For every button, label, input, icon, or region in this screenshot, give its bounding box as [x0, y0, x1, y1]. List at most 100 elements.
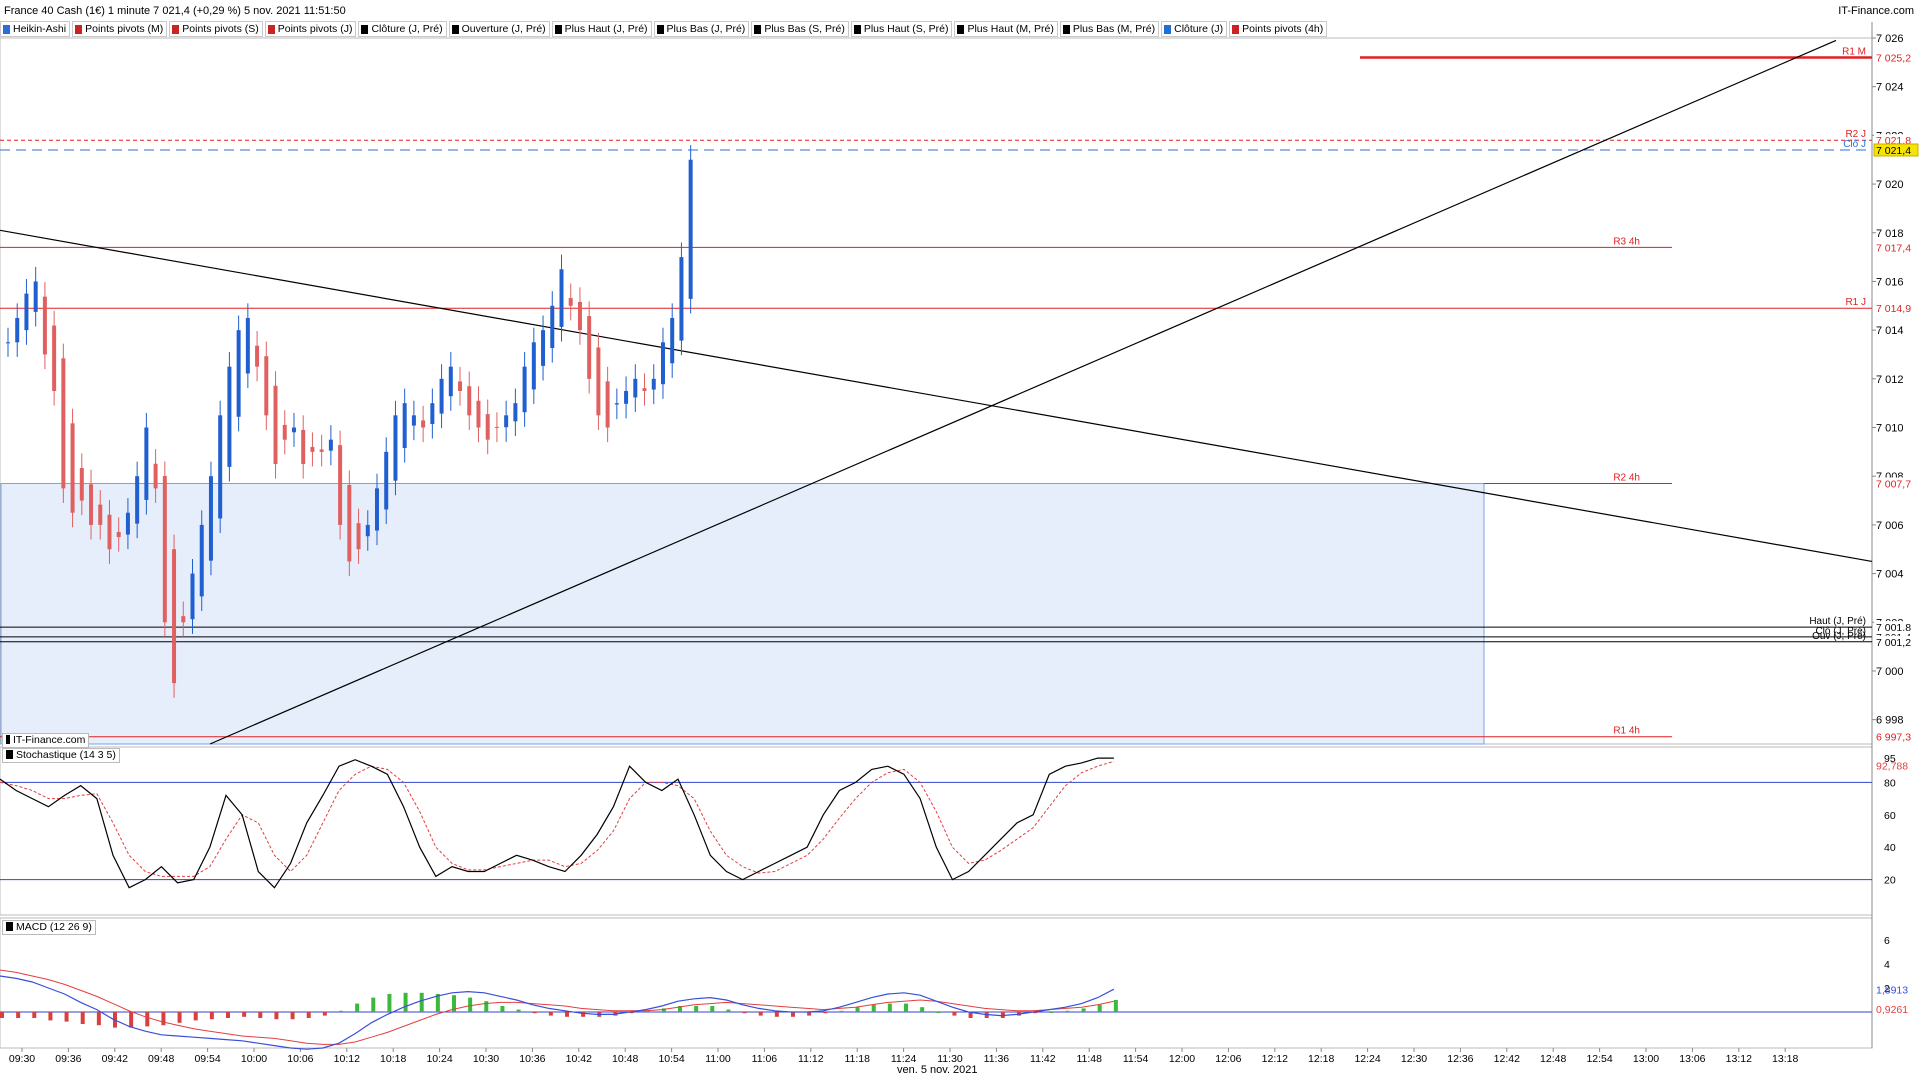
legend-item[interactable]: Plus Bas (J, Pré): [653, 21, 750, 37]
time-tick-label: 12:18: [1308, 1053, 1334, 1065]
legend-item[interactable]: Points pivots (4h): [1229, 21, 1328, 37]
watermark-text: IT-Finance.com: [13, 734, 86, 746]
macd-histogram-bar: [80, 1012, 85, 1024]
candle-body: [467, 386, 472, 416]
time-tick-label: 11:12: [798, 1053, 824, 1065]
legend-item[interactable]: Ouverture (J, Pré): [448, 21, 550, 37]
price-tick-label: 6 998: [1876, 715, 1904, 727]
macd-histogram-bar: [161, 1012, 166, 1026]
stochastic-pane-frame: [0, 746, 1873, 916]
macd-histogram-bar: [952, 1012, 957, 1016]
legend-item[interactable]: Clôture (J): [1161, 21, 1228, 37]
legend-item[interactable]: Plus Haut (M, Pré): [954, 21, 1058, 37]
candle-body: [614, 403, 619, 405]
macd-histogram-bar: [209, 1012, 214, 1020]
candle-body: [338, 445, 343, 525]
legend-label: Points pivots (M): [85, 23, 164, 35]
legend-swatch-icon: [267, 24, 275, 34]
legend-item[interactable]: Plus Bas (M, Pré): [1059, 21, 1160, 37]
candle-body: [24, 293, 29, 331]
candle-body: [218, 415, 223, 519]
level-price-label: 7 017,4: [1876, 242, 1911, 254]
macd-histogram-bar: [419, 992, 424, 1012]
legend-item[interactable]: Points pivots (M): [72, 21, 168, 37]
legend-item[interactable]: Plus Haut (J, Pré): [551, 21, 652, 37]
pivot-zone: [0, 483, 1485, 745]
level-price-tag: [1874, 621, 1918, 634]
level-label: R2 4h: [1613, 473, 1640, 484]
macd-histogram-bar: [920, 1007, 925, 1012]
candle-body: [310, 446, 315, 452]
level-price-label: 7 025,2: [1876, 52, 1911, 64]
time-tick-label: 12:54: [1586, 1053, 1612, 1065]
legend-label: Clôture (J, Pré): [371, 23, 443, 35]
macd-line: [0, 975, 1115, 1050]
legend-item[interactable]: Points pivots (J): [264, 21, 357, 37]
time-tick-label: 11:36: [984, 1053, 1010, 1065]
level-label: Clô J: [1843, 139, 1866, 150]
level-price-label: 7 014,9: [1876, 303, 1911, 315]
macd-histogram-bar: [32, 1012, 37, 1018]
level-price-tag: [1874, 51, 1918, 64]
legend-item[interactable]: Plus Haut (S, Pré): [850, 21, 953, 37]
candle-body: [550, 305, 555, 349]
candle-body: [605, 381, 610, 428]
candle-body: [15, 317, 20, 343]
legend-label: Clôture (J): [1174, 23, 1224, 35]
macd-histogram-bar: [807, 1012, 812, 1016]
candle-body: [559, 269, 564, 327]
macd-histogram-bar: [661, 1008, 666, 1012]
legend-item[interactable]: Clôture (J, Pré): [358, 21, 447, 37]
macd-histogram-bar: [565, 1012, 569, 1017]
time-tick-label: 12:12: [1262, 1053, 1288, 1065]
candle-body: [587, 316, 592, 379]
macd-value: 1,8913: [1876, 984, 1908, 996]
watermark-icon: [6, 735, 10, 744]
candle-body: [282, 424, 287, 440]
time-tick-label: 11:54: [1123, 1053, 1149, 1065]
candle-body: [162, 476, 167, 623]
candle-body: [688, 159, 693, 299]
macd-label[interactable]: MACD (12 26 9): [2, 920, 96, 935]
legend-item[interactable]: Plus Bas (S, Pré): [751, 21, 849, 37]
candle-body: [107, 514, 112, 550]
macd-histogram-bar: [452, 995, 456, 1012]
candle-body: [255, 345, 260, 367]
legend-item[interactable]: Heikin-Ashi: [0, 21, 71, 37]
macd-histogram-bar: [694, 1006, 699, 1012]
brand-label[interactable]: IT-Finance.com: [1838, 5, 1914, 17]
legend-label: Plus Haut (J, Pré): [564, 23, 648, 35]
level-label: R2 J: [1845, 129, 1866, 140]
stochastic-label-text: Stochastique (14 3 5): [16, 749, 116, 761]
candle-body: [144, 427, 149, 500]
stochastic-label[interactable]: Stochastique (14 3 5): [2, 748, 120, 763]
legend-item[interactable]: Points pivots (S): [169, 21, 263, 37]
macd-histogram-bar: [468, 997, 473, 1012]
macd-histogram-bar: [887, 1003, 892, 1012]
macd-signal-line: [0, 969, 1114, 1045]
macd-histogram-bar: [1081, 1008, 1086, 1012]
trendline-up: [209, 39, 1837, 745]
level-label: Clô (J, Pré): [1815, 626, 1866, 637]
level-price-label: 7 001,2: [1876, 637, 1911, 649]
level-price-label: 7 007,7: [1876, 479, 1911, 491]
macd-histogram-bar: [500, 1006, 505, 1012]
candle-body: [245, 317, 250, 374]
macd-histogram-bar: [774, 1012, 779, 1017]
time-tick-label: 10:12: [334, 1053, 360, 1065]
time-tick-label: 10:06: [287, 1053, 313, 1065]
macd-histogram-bar: [48, 1012, 53, 1021]
candle-body: [624, 391, 629, 404]
candle-body: [651, 378, 656, 390]
macd-histogram-bar: [322, 1012, 327, 1016]
chart-title: France 40 Cash (1€) 1 minute 7 021,4 (+0…: [4, 5, 346, 17]
legend-swatch-icon: [361, 24, 369, 34]
price-tick-label: 7 004: [1876, 569, 1904, 581]
candle-body: [513, 403, 518, 422]
time-tick-label: 12:36: [1447, 1053, 1473, 1065]
time-tick-label: 11:18: [844, 1053, 870, 1065]
stochastic-icon: [6, 750, 13, 759]
time-tick-label: 10:36: [519, 1053, 545, 1065]
macd-histogram-bar: [1065, 1010, 1070, 1012]
